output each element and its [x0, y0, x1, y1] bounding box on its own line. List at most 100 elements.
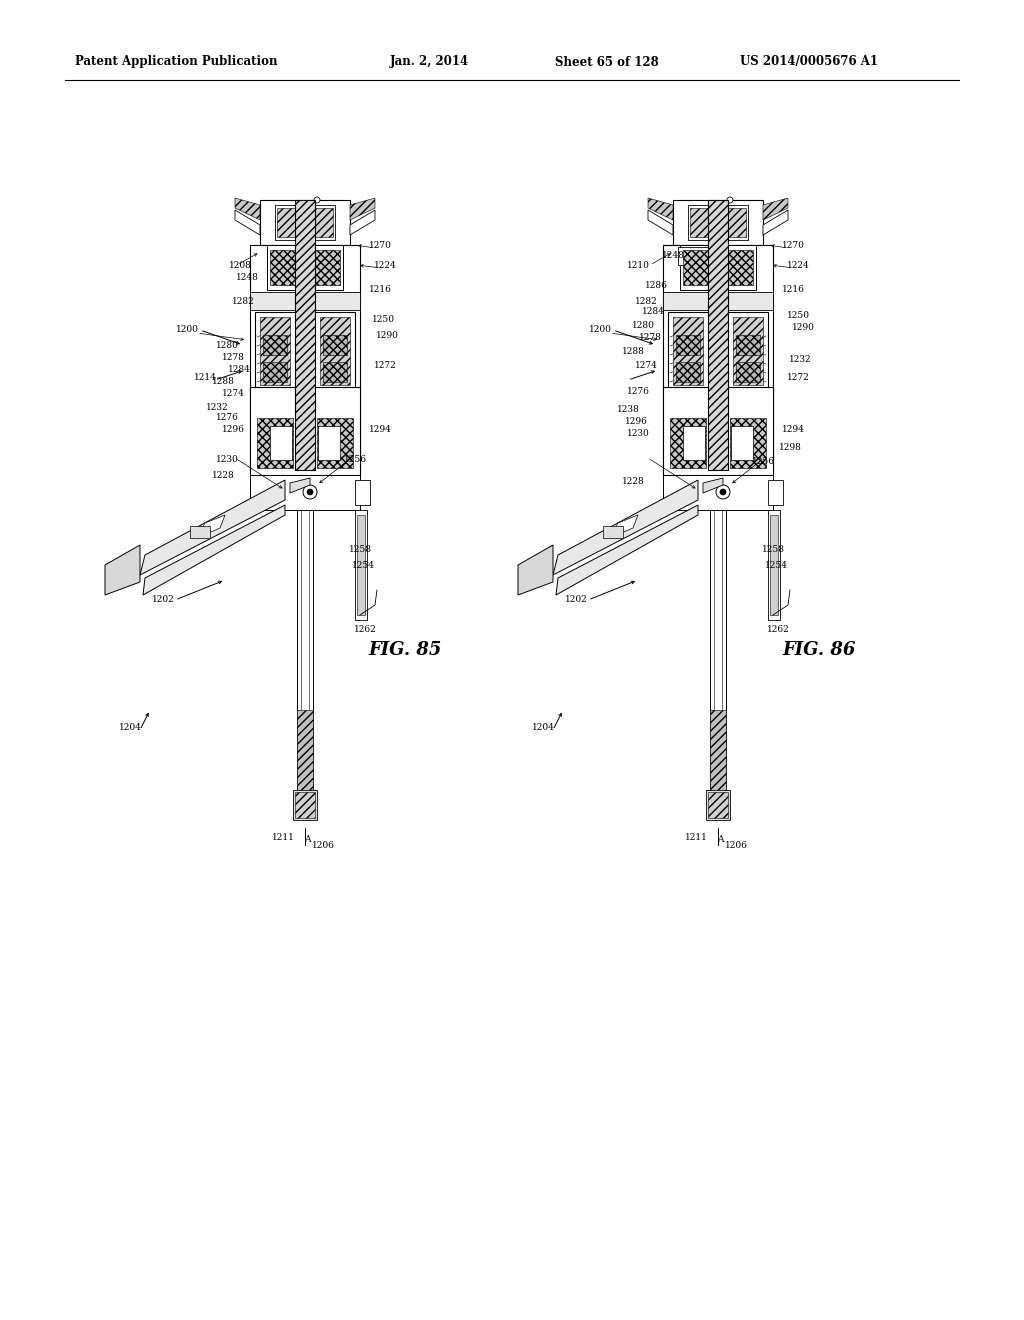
- Polygon shape: [518, 545, 553, 595]
- Text: 1228: 1228: [212, 470, 234, 479]
- Bar: [676, 362, 700, 381]
- Text: 1211: 1211: [271, 833, 295, 842]
- Polygon shape: [197, 515, 225, 539]
- Text: A: A: [717, 836, 723, 845]
- Bar: [728, 209, 746, 238]
- Bar: [270, 426, 292, 459]
- Bar: [315, 209, 333, 238]
- Polygon shape: [703, 478, 723, 492]
- Bar: [263, 362, 287, 381]
- Bar: [355, 480, 370, 506]
- Bar: [260, 317, 290, 385]
- Polygon shape: [610, 515, 638, 539]
- Polygon shape: [105, 545, 140, 595]
- Bar: [736, 362, 760, 381]
- Text: 1262: 1262: [767, 626, 790, 635]
- Bar: [673, 201, 763, 246]
- Bar: [295, 792, 315, 818]
- Bar: [733, 317, 763, 385]
- Text: 1294: 1294: [369, 425, 391, 434]
- Bar: [680, 246, 756, 290]
- Bar: [295, 201, 315, 470]
- Circle shape: [727, 197, 733, 203]
- Polygon shape: [350, 210, 375, 235]
- Bar: [318, 426, 340, 459]
- Polygon shape: [234, 198, 260, 220]
- Bar: [323, 362, 347, 381]
- Text: Sheet 65 of 128: Sheet 65 of 128: [555, 55, 658, 69]
- Bar: [250, 292, 360, 310]
- Text: 1206: 1206: [311, 841, 335, 850]
- Text: 1224: 1224: [374, 260, 396, 269]
- Text: US 2014/0005676 A1: US 2014/0005676 A1: [740, 55, 878, 69]
- Bar: [683, 249, 708, 285]
- Text: Jan. 2, 2014: Jan. 2, 2014: [390, 55, 469, 69]
- Bar: [673, 317, 703, 385]
- Text: 1232: 1232: [788, 355, 811, 364]
- Circle shape: [307, 488, 313, 495]
- Bar: [730, 418, 766, 469]
- Bar: [710, 317, 726, 385]
- Bar: [297, 710, 313, 789]
- Text: 1238: 1238: [616, 405, 639, 414]
- Text: 1286: 1286: [644, 281, 668, 289]
- Bar: [267, 246, 343, 290]
- Bar: [257, 418, 293, 469]
- Text: 1280: 1280: [216, 341, 239, 350]
- Text: 1258: 1258: [762, 545, 784, 554]
- Bar: [663, 387, 773, 475]
- Bar: [297, 317, 313, 385]
- Text: 1288: 1288: [212, 378, 234, 387]
- Text: 1272: 1272: [374, 360, 396, 370]
- Text: 1202: 1202: [152, 595, 174, 605]
- Text: 1232: 1232: [206, 403, 228, 412]
- Bar: [255, 312, 355, 389]
- Bar: [708, 201, 728, 470]
- Polygon shape: [290, 478, 310, 492]
- Bar: [670, 418, 706, 469]
- Text: 1256: 1256: [343, 455, 367, 465]
- Bar: [731, 426, 753, 459]
- Bar: [270, 249, 295, 285]
- Text: 1258: 1258: [348, 545, 372, 554]
- Polygon shape: [648, 198, 673, 220]
- Text: 1262: 1262: [353, 626, 377, 635]
- Text: 1276: 1276: [627, 388, 649, 396]
- Bar: [263, 335, 287, 355]
- Text: 1248: 1248: [236, 272, 258, 281]
- Bar: [297, 510, 313, 789]
- Text: 1296: 1296: [625, 417, 647, 426]
- Polygon shape: [143, 506, 285, 595]
- Bar: [275, 205, 335, 240]
- Text: 1208: 1208: [228, 260, 252, 269]
- Text: 1272: 1272: [786, 374, 809, 383]
- Text: 1290: 1290: [792, 323, 814, 333]
- Circle shape: [716, 484, 730, 499]
- Text: 1204: 1204: [119, 723, 141, 733]
- Bar: [768, 480, 783, 506]
- Text: 1274: 1274: [635, 360, 657, 370]
- Text: FIG. 86: FIG. 86: [782, 642, 855, 659]
- Text: 1230: 1230: [627, 429, 649, 437]
- Text: 1282: 1282: [231, 297, 254, 306]
- Text: 1206: 1206: [725, 841, 748, 850]
- Text: 1256: 1256: [752, 458, 774, 466]
- Text: 1270: 1270: [781, 240, 805, 249]
- Text: 1250: 1250: [372, 315, 394, 325]
- Bar: [603, 525, 623, 539]
- Bar: [260, 201, 350, 246]
- Bar: [278, 209, 295, 238]
- Text: 1214: 1214: [194, 374, 216, 383]
- Bar: [317, 418, 353, 469]
- Bar: [736, 335, 760, 355]
- Text: 1284: 1284: [642, 308, 665, 317]
- Polygon shape: [648, 210, 673, 235]
- Bar: [676, 335, 700, 355]
- Bar: [678, 247, 708, 265]
- Text: 1204: 1204: [531, 723, 554, 733]
- Bar: [690, 209, 708, 238]
- Polygon shape: [556, 506, 698, 595]
- Text: 1276: 1276: [216, 413, 239, 422]
- Bar: [319, 317, 350, 385]
- Text: 1284: 1284: [227, 364, 251, 374]
